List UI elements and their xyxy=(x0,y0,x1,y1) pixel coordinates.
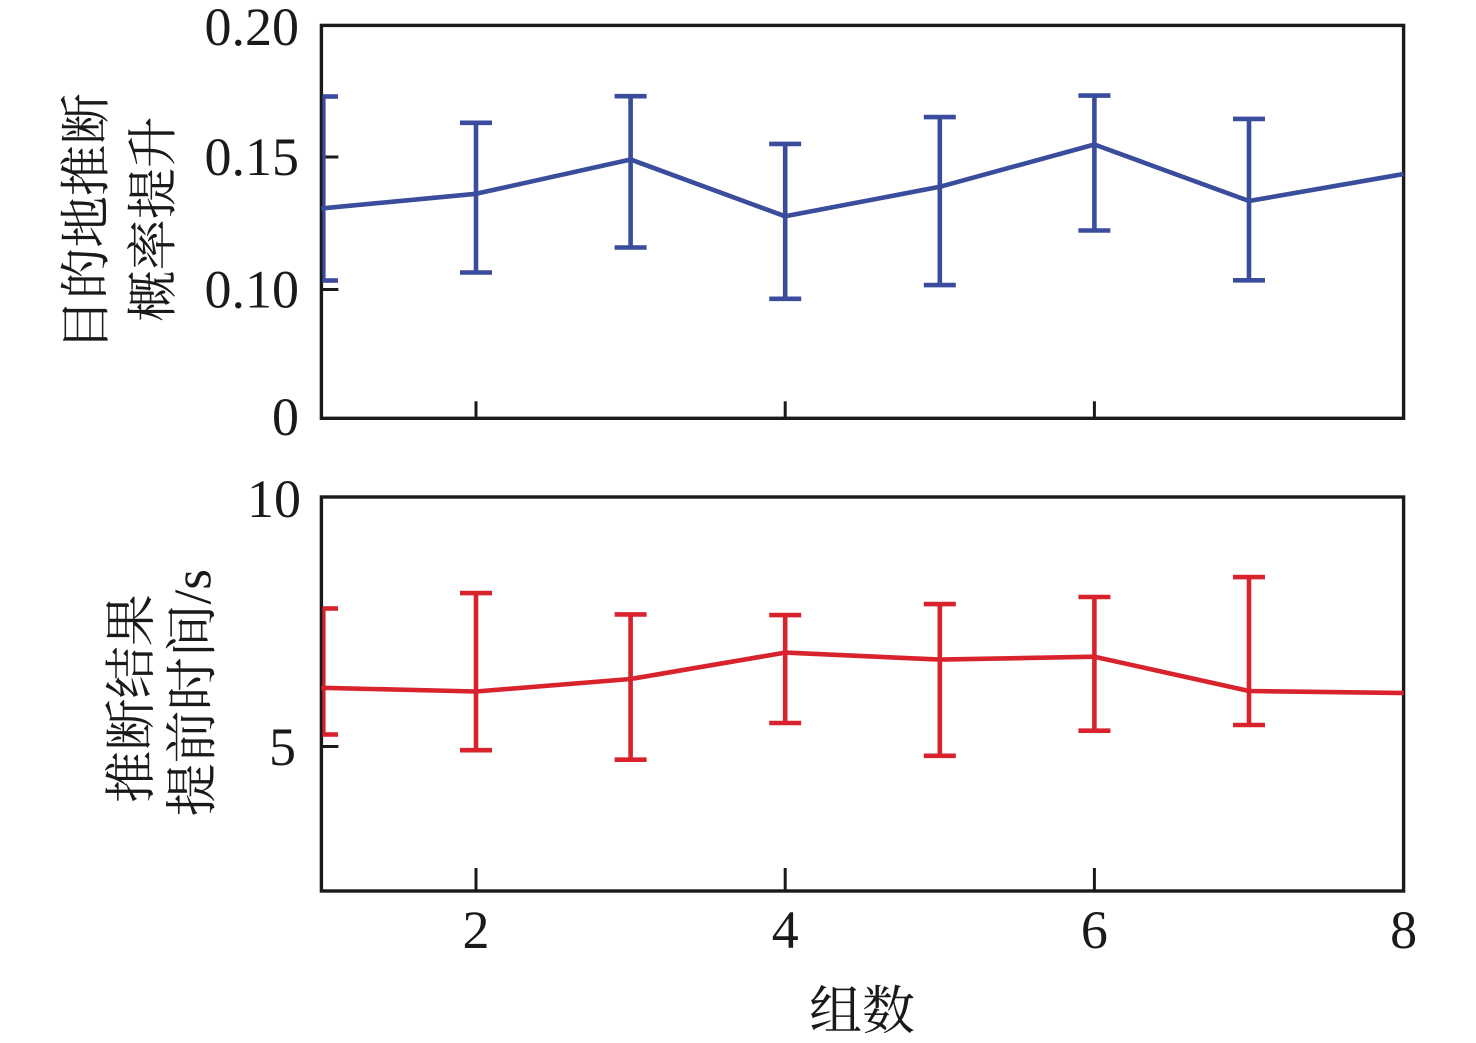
svg-text:4: 4 xyxy=(772,900,799,960)
svg-text:10: 10 xyxy=(247,469,301,529)
svg-text:6: 6 xyxy=(1081,900,1108,960)
svg-text:0.15: 0.15 xyxy=(205,127,300,187)
svg-text:8: 8 xyxy=(1390,900,1417,960)
svg-text:0.10: 0.10 xyxy=(205,260,300,320)
svg-text:2: 2 xyxy=(463,900,490,960)
svg-text:0: 0 xyxy=(272,387,299,447)
svg-text:5: 5 xyxy=(269,717,296,777)
svg-text:0.20: 0.20 xyxy=(205,0,300,57)
